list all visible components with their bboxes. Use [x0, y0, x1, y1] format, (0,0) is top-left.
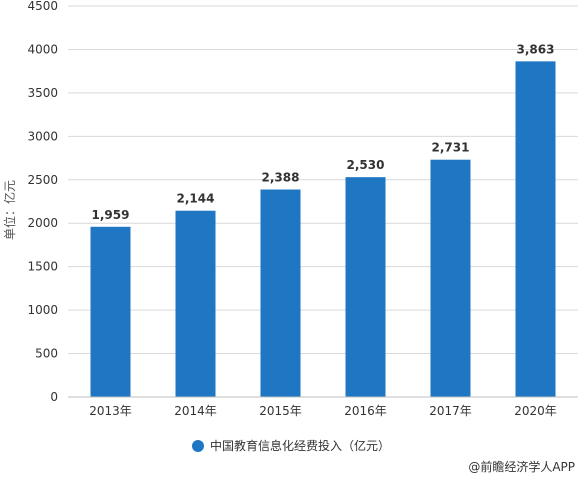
y-tick-label: 4000: [27, 42, 58, 56]
y-axis-label: 单位：亿元: [2, 180, 17, 240]
y-tick-label: 4500: [27, 0, 58, 13]
data-label: 2,530: [347, 158, 385, 172]
bar: [430, 159, 471, 397]
x-tick-label: 2020年: [514, 404, 557, 418]
legend-label: 中国教育信息化经费投入（亿元）: [210, 438, 390, 453]
legend-marker: [192, 440, 204, 452]
x-tick-label: 2016年: [344, 404, 387, 418]
legend: 中国教育信息化经费投入（亿元）: [192, 438, 390, 453]
data-label: 1,959: [92, 208, 130, 222]
data-label: 2,388: [262, 171, 300, 185]
y-tick-label: 1000: [27, 303, 58, 317]
x-axis-ticks: 2013年 2014年 2015年 2016年 2017年 2020年: [89, 404, 557, 418]
y-tick-label: 3500: [27, 86, 58, 100]
y-tick-label: 2000: [27, 216, 58, 230]
data-label: 2,731: [432, 141, 470, 155]
bars: [90, 61, 556, 398]
data-label: 3,863: [517, 42, 555, 56]
x-tick-label: 2013年: [89, 404, 132, 418]
x-tick-label: 2015年: [259, 404, 302, 418]
bar: [515, 61, 556, 398]
bar: [175, 210, 216, 397]
source-credit: @前瞻经济学人APP: [468, 459, 575, 474]
data-labels: 1,959 2,144 2,388 2,530 2,731 3,863: [92, 42, 555, 221]
y-tick-label: 2500: [27, 173, 58, 187]
x-tick-label: 2017年: [429, 404, 472, 418]
y-tick-label: 500: [35, 347, 58, 361]
y-tick-label: 1500: [27, 260, 58, 274]
data-label: 2,144: [177, 192, 215, 206]
bar: [345, 177, 386, 397]
y-tick-label: 0: [50, 390, 58, 404]
bar: [260, 189, 301, 397]
x-tick-label: 2014年: [174, 404, 217, 418]
gridlines: [68, 5, 578, 355]
y-tick-label: 3000: [27, 129, 58, 143]
y-axis-ticks: 0 500 1000 1500 2000 2500 3000 3500 4000 4500: [27, 0, 58, 404]
bar: [90, 226, 131, 397]
